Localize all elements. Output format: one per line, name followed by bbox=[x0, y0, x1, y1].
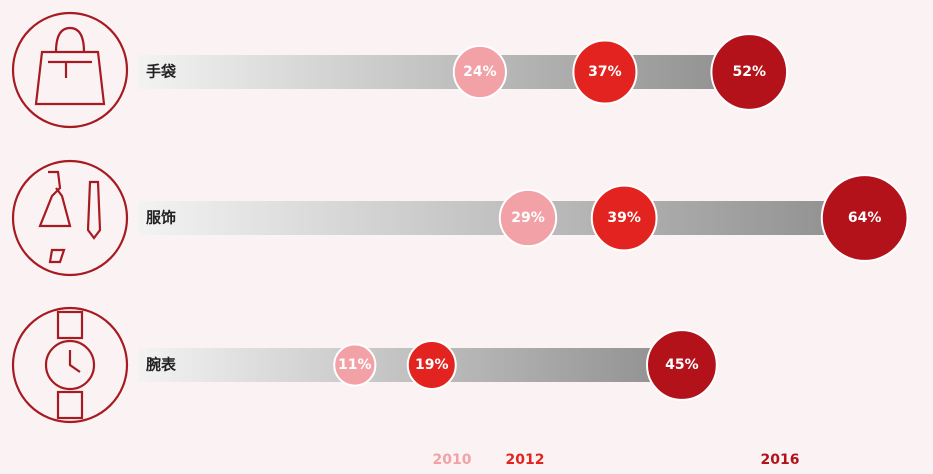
value-label: 37% bbox=[588, 64, 622, 80]
value-label: 29% bbox=[511, 210, 545, 226]
bubble bbox=[498, 188, 558, 248]
bubble bbox=[572, 39, 638, 105]
bubble bbox=[710, 33, 789, 111]
bubble bbox=[646, 329, 718, 401]
value-label: 24% bbox=[463, 64, 497, 80]
bubble bbox=[333, 343, 377, 387]
value-label: 45% bbox=[665, 357, 699, 373]
legend-label: 2016 bbox=[761, 452, 800, 468]
value-label: 39% bbox=[607, 210, 641, 226]
legend-label: 2010 bbox=[433, 452, 472, 468]
handbag-icon bbox=[11, 11, 129, 129]
category-label: 服饰 bbox=[146, 209, 176, 227]
bubble bbox=[820, 174, 909, 262]
value-label: 52% bbox=[732, 64, 766, 80]
clothes-icon bbox=[11, 159, 129, 277]
bar-track bbox=[138, 55, 750, 89]
bubble bbox=[452, 44, 507, 100]
value-label: 19% bbox=[415, 357, 449, 373]
category-label: 手袋 bbox=[146, 63, 177, 81]
legend-label: 2012 bbox=[506, 452, 545, 468]
bubble bbox=[590, 184, 658, 252]
value-label: 11% bbox=[338, 357, 372, 373]
bubble bbox=[406, 340, 457, 390]
watch-icon bbox=[11, 306, 129, 424]
category-label: 腕表 bbox=[146, 356, 177, 374]
icons bbox=[11, 11, 129, 424]
value-label: 64% bbox=[848, 210, 882, 226]
